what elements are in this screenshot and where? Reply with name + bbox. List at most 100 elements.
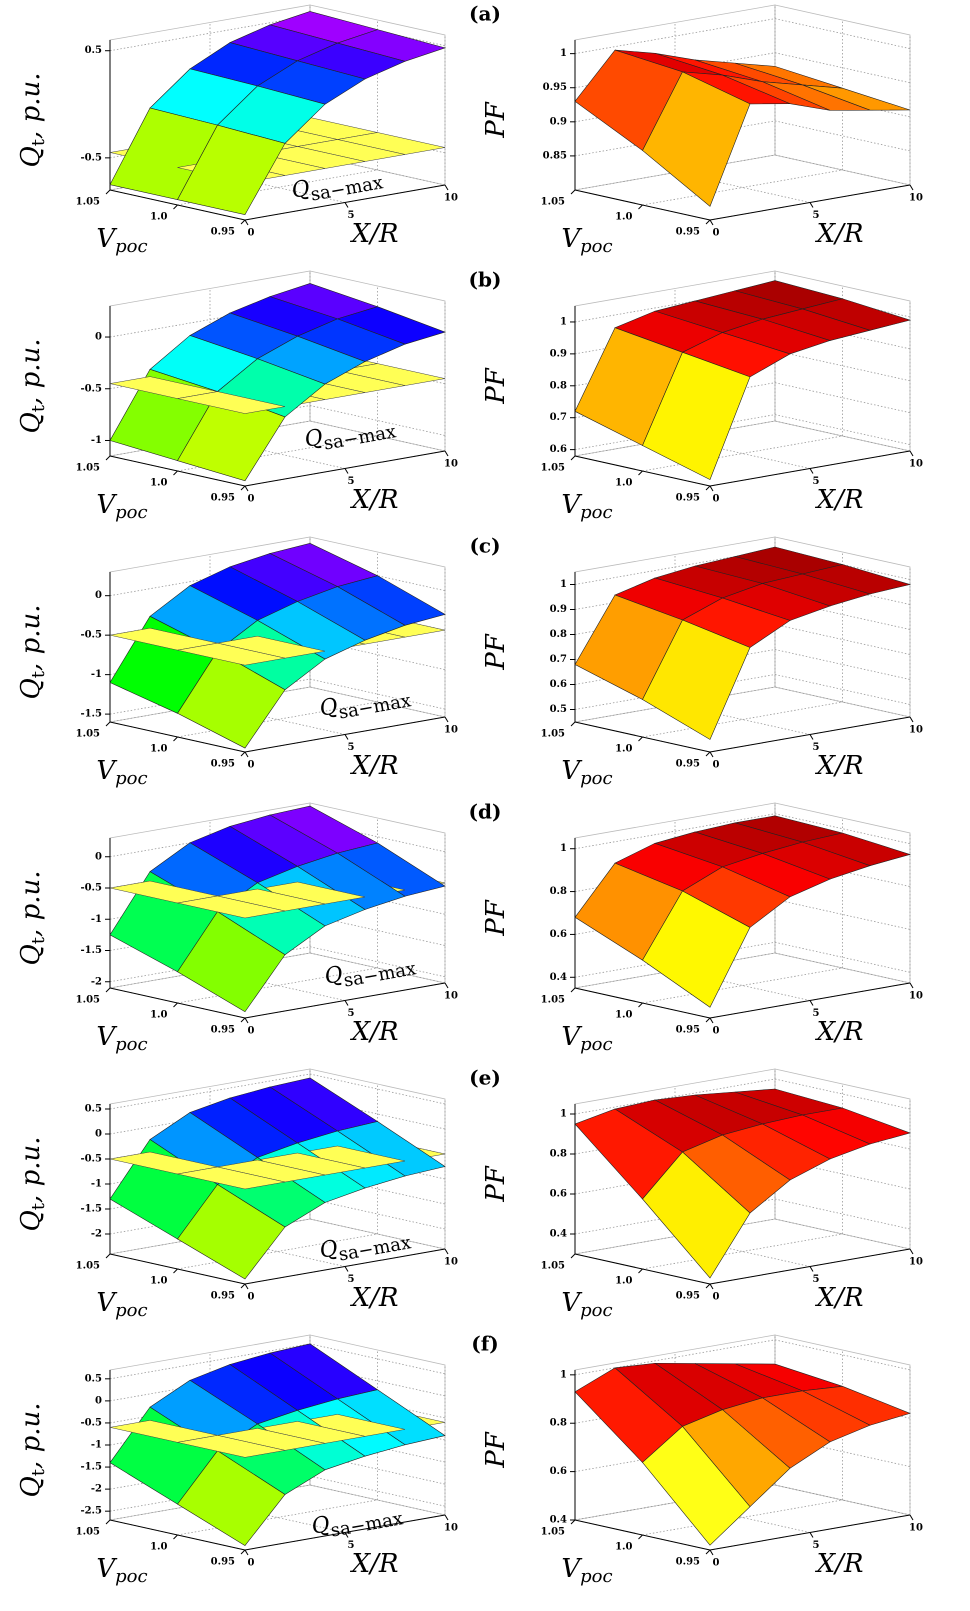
y-label-base: V: [561, 224, 582, 254]
tick-mark: [709, 1549, 714, 1556]
z-label: PF: [481, 633, 511, 670]
plane-label-sub: sa−max: [342, 958, 418, 991]
x-tick-label: 0: [713, 228, 720, 239]
y-label-sub: poc: [115, 768, 147, 789]
x-axis: [244, 1514, 446, 1551]
y-tick-label: 0.95: [676, 1291, 700, 1302]
x-tick-label: 10: [909, 459, 923, 470]
x-label: X/R: [350, 1549, 399, 1579]
z-label-rest: , p.u.: [16, 604, 46, 670]
tick-mark: [240, 1017, 246, 1023]
tick-mark: [705, 219, 711, 225]
x-axis: [244, 184, 446, 221]
tick-mark: [240, 485, 246, 491]
y-tick-label: 1.05: [541, 1261, 565, 1272]
y-tick-label: 1.0: [615, 1010, 632, 1021]
x-tick-label: 0: [713, 1292, 720, 1303]
z-label-sub: t: [28, 1202, 49, 1210]
grid-line: [774, 120, 911, 152]
y-label: Vpoc: [96, 490, 147, 523]
grid-line: [774, 18, 911, 50]
plane-label-base: Q: [310, 1512, 332, 1540]
z-label-base: Q: [16, 1476, 46, 1497]
tick-mark: [638, 1268, 643, 1274]
y-tick-label: 1.0: [150, 1542, 167, 1553]
tick-mark: [173, 470, 178, 476]
plane-cell: [177, 895, 286, 919]
x-label: X/R: [350, 485, 399, 515]
tick-mark: [570, 1519, 576, 1525]
tick-mark: [105, 1519, 111, 1525]
x-label: X/R: [815, 1549, 864, 1579]
z-tick-label: 0.95: [543, 82, 567, 93]
tick-mark: [709, 751, 714, 758]
z-tick-label: 0.7: [550, 654, 567, 665]
panel-label: (c): [469, 534, 500, 558]
x-label: X/R: [350, 1283, 399, 1313]
plane-cell: [177, 1166, 286, 1190]
y-tick-label: 1.0: [150, 478, 167, 489]
grid-line: [309, 1475, 446, 1507]
y-tick-label: 0.95: [211, 227, 235, 238]
y-tick-label: 1.0: [150, 744, 167, 755]
panel-label: (b): [469, 268, 502, 292]
x-tick-label: 5: [348, 1274, 355, 1285]
tick-mark: [638, 470, 643, 476]
tick-mark: [909, 982, 914, 989]
x-tick-label: 0: [248, 760, 255, 771]
z-tick-label: -1.5: [80, 1204, 102, 1215]
z-tick-label: -2.5: [80, 1506, 102, 1517]
grid-line: [177, 435, 378, 472]
grid-line: [642, 1499, 843, 1536]
z-label-rest: , p.u.: [16, 870, 46, 936]
y-tick-label: 1.05: [541, 197, 565, 208]
plane-label: Qsa−max: [303, 412, 398, 457]
z-label: Qt, p.u.: [16, 604, 49, 699]
grid-line: [177, 1499, 378, 1536]
plane-label-base: Q: [318, 1236, 340, 1264]
x-tick-label: 0: [713, 1026, 720, 1037]
tick-mark: [173, 1268, 178, 1274]
y-label: Vpoc: [561, 1288, 612, 1321]
tick-mark: [909, 450, 914, 457]
x-tick-label: 10: [909, 193, 923, 204]
y-tick-label: 0.95: [211, 759, 235, 770]
y-label: Vpoc: [96, 1288, 147, 1321]
surface-cell: [642, 619, 751, 740]
y-label-sub: poc: [580, 502, 612, 523]
tick-mark: [444, 716, 449, 723]
x-tick-label: 5: [348, 1540, 355, 1551]
x-tick-label: 10: [909, 1523, 923, 1534]
tick-mark: [705, 751, 711, 757]
surface-cell: [642, 351, 751, 481]
z-tick-label: 0.4: [550, 1229, 567, 1240]
y-label-base: V: [96, 1554, 117, 1584]
y-axis: [574, 987, 711, 1019]
x-axis: [709, 1514, 911, 1551]
z-tick-label: 0.9: [550, 348, 567, 359]
z-tick-label: -1.5: [80, 945, 102, 956]
x-axis: [709, 716, 911, 753]
y-label-base: V: [561, 756, 582, 786]
tick-mark: [809, 1000, 814, 1006]
y-label-sub: poc: [580, 236, 612, 257]
plane-label: Qsa−max: [318, 1223, 413, 1268]
x-tick-label: 5: [813, 1540, 820, 1551]
z-tick-label: 0.8: [550, 629, 567, 640]
surface-cell: [642, 1151, 751, 1279]
x-axis: [709, 982, 911, 1019]
tick-mark: [240, 1283, 246, 1289]
grid-line: [774, 414, 911, 446]
z-tick-label: 0.4: [550, 972, 567, 983]
z-label: Qt, p.u.: [16, 1136, 49, 1231]
tick-mark: [909, 1514, 914, 1521]
tick-mark: [909, 1248, 914, 1255]
tick-mark: [105, 455, 111, 461]
plane-label: Qsa−max: [318, 681, 413, 726]
y-tick-label: 1.05: [76, 197, 100, 208]
x-tick-label: 0: [248, 1558, 255, 1569]
z-label: PF: [481, 101, 511, 138]
tick-mark: [105, 987, 111, 993]
z-tick-label: 0.5: [85, 1373, 102, 1384]
